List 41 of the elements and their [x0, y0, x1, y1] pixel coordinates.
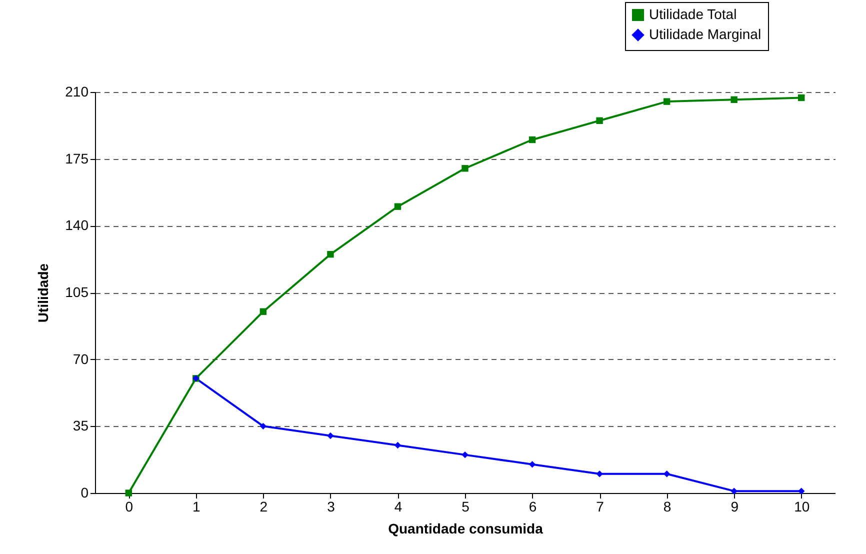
point [663, 98, 670, 105]
point [528, 461, 536, 468]
legend-label: Utilidade Total [649, 6, 737, 22]
point [125, 490, 132, 496]
x-tick-label: 10 [794, 498, 810, 514]
point [528, 136, 536, 144]
y-tick-label: 105 [65, 284, 89, 300]
x-tick-label: 2 [260, 498, 268, 514]
point [394, 203, 402, 210]
point [327, 432, 334, 440]
y-axis-title: Utilidade [35, 263, 52, 323]
point [596, 470, 603, 478]
legend-label: Utilidade Marginal [649, 26, 762, 42]
x-tick-label: 1 [192, 498, 201, 514]
y-tick-label: 70 [72, 350, 89, 367]
point [730, 488, 738, 494]
x-tick-label: 4 [394, 498, 402, 514]
point [663, 470, 670, 478]
point [798, 94, 805, 102]
y-tick-label: 140 [65, 217, 89, 234]
x-tick-label: 5 [462, 498, 470, 514]
point [462, 165, 468, 172]
x-tick-label: 0 [125, 498, 134, 514]
point [394, 442, 402, 449]
y-tick-label: 210 [65, 84, 89, 100]
point [462, 451, 468, 458]
point [260, 308, 267, 315]
x-tick-label: 6 [528, 498, 537, 514]
y-tick-label: 0 [80, 484, 89, 500]
point [596, 117, 603, 124]
x-tick-label: 9 [730, 498, 739, 514]
point [327, 250, 334, 258]
x-tick-label: 7 [596, 498, 604, 514]
x-axis-title: Quantidade consumida [388, 520, 544, 536]
y-tick-label: 35 [72, 418, 89, 434]
point [798, 488, 805, 494]
point [260, 422, 267, 430]
x-tick-label: 3 [327, 498, 336, 514]
x-tick-label: 8 [663, 498, 672, 514]
point [730, 96, 738, 103]
y-tick-label: 175 [65, 150, 89, 166]
